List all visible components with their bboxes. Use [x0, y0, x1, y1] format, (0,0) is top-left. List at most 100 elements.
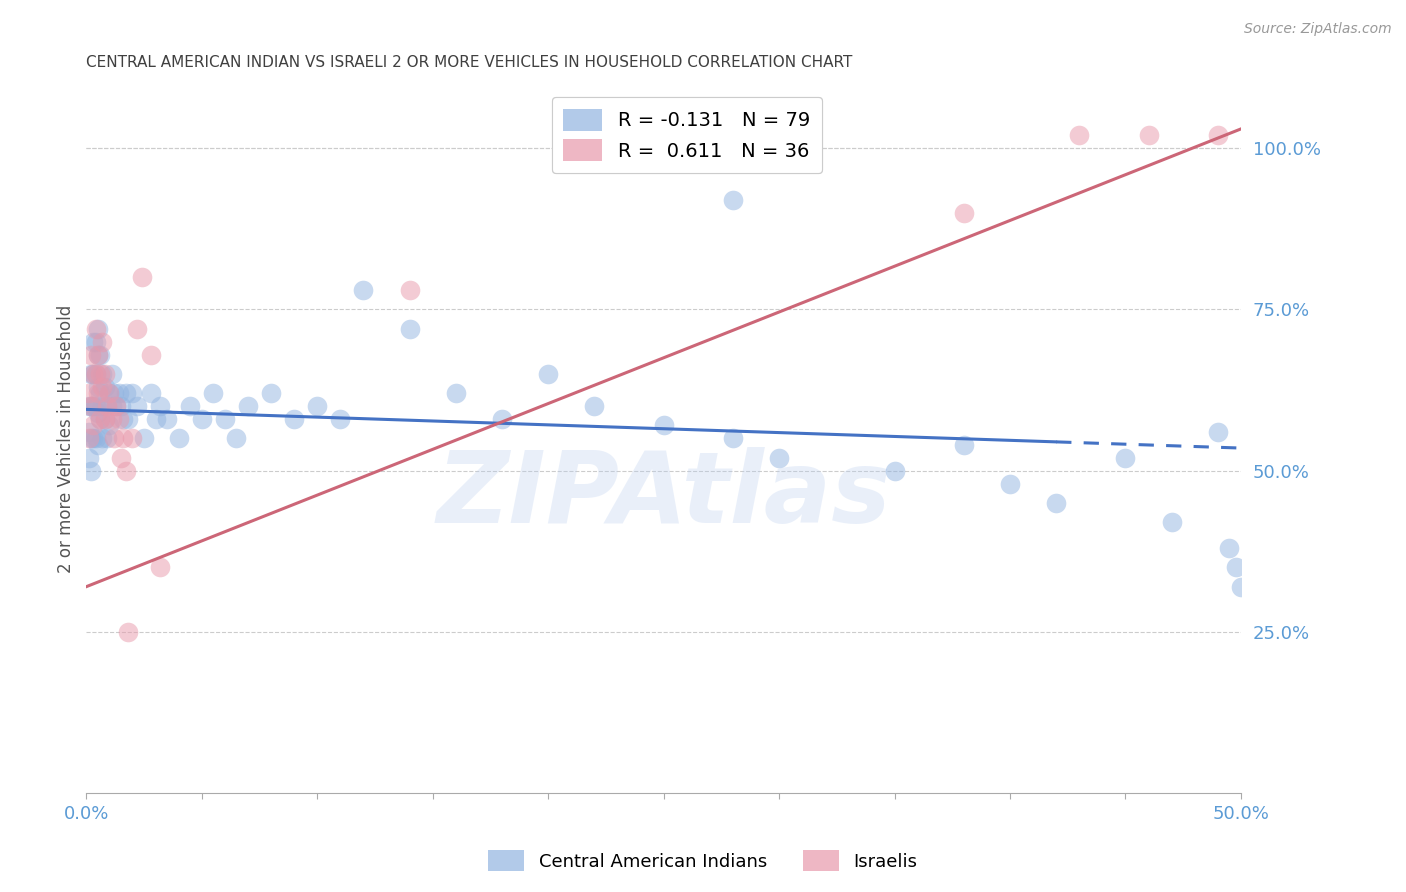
Point [105, 399, 128, 413]
Point [117, 624, 139, 639]
Point [491, 412, 513, 426]
Point [84, 334, 107, 349]
Point [952, 438, 974, 452]
Point [82, 431, 104, 445]
Point [98, 386, 121, 401]
Point [112, 431, 135, 445]
Point [1230, 580, 1253, 594]
Point [1045, 496, 1067, 510]
Point [121, 386, 143, 401]
Point [110, 450, 132, 465]
Point [84, 367, 107, 381]
Point [100, 412, 122, 426]
Point [132, 431, 155, 445]
Point [721, 431, 744, 445]
Point [87, 322, 110, 336]
Point [260, 386, 283, 401]
Point [77, 386, 100, 401]
Point [80, 431, 103, 445]
Point [149, 399, 172, 413]
Point [103, 431, 125, 445]
Point [89, 348, 111, 362]
Point [96, 399, 118, 413]
Point [127, 322, 149, 336]
Point [80, 367, 103, 381]
Point [352, 283, 374, 297]
Point [121, 431, 143, 445]
Point [80, 348, 103, 362]
Point [721, 193, 744, 207]
Point [94, 412, 117, 426]
Point [444, 386, 467, 401]
Point [82, 367, 104, 381]
Point [82, 334, 104, 349]
Point [80, 464, 103, 478]
Point [149, 560, 172, 574]
Point [77, 425, 100, 439]
Text: Source: ZipAtlas.com: Source: ZipAtlas.com [1244, 22, 1392, 37]
Point [77, 450, 100, 465]
Point [87, 348, 110, 362]
Point [202, 386, 225, 401]
Point [583, 399, 606, 413]
Point [96, 431, 118, 445]
Point [952, 206, 974, 220]
Point [1114, 450, 1136, 465]
Point [537, 367, 560, 381]
Point [1206, 425, 1229, 439]
Point [80, 399, 103, 413]
Point [1206, 128, 1229, 143]
Point [214, 412, 236, 426]
Point [883, 464, 905, 478]
Point [98, 418, 121, 433]
Point [139, 386, 162, 401]
Point [998, 476, 1021, 491]
Point [1069, 128, 1091, 143]
Text: CENTRAL AMERICAN INDIAN VS ISRAELI 2 OR MORE VEHICLES IN HOUSEHOLD CORRELATION C: CENTRAL AMERICAN INDIAN VS ISRAELI 2 OR … [86, 55, 852, 70]
Point [398, 283, 420, 297]
Point [145, 412, 167, 426]
Point [103, 386, 125, 401]
Point [652, 418, 675, 433]
Point [96, 399, 118, 413]
Point [89, 412, 111, 426]
Point [307, 399, 329, 413]
Point [110, 399, 132, 413]
Point [156, 412, 179, 426]
Legend: R = -0.131   N = 79, R =  0.611   N = 36: R = -0.131 N = 79, R = 0.611 N = 36 [551, 97, 821, 173]
Point [107, 412, 129, 426]
Point [105, 399, 128, 413]
Point [84, 431, 107, 445]
Point [329, 412, 352, 426]
Point [179, 399, 201, 413]
Point [131, 270, 153, 285]
Point [1137, 128, 1160, 143]
Point [84, 367, 107, 381]
Point [87, 438, 110, 452]
Point [94, 380, 117, 394]
Point [89, 412, 111, 426]
Point [114, 386, 136, 401]
Point [84, 322, 107, 336]
Point [225, 431, 247, 445]
Point [114, 464, 136, 478]
Point [398, 322, 420, 336]
Point [190, 412, 212, 426]
Point [91, 431, 114, 445]
Point [768, 450, 790, 465]
Point [283, 412, 305, 426]
Point [80, 399, 103, 413]
Point [139, 348, 162, 362]
Point [100, 399, 122, 413]
Point [87, 380, 110, 394]
Point [91, 380, 114, 394]
Point [82, 367, 104, 381]
Point [77, 431, 100, 445]
Legend: Central American Indians, Israelis: Central American Indians, Israelis [481, 843, 925, 879]
Point [94, 367, 117, 381]
Point [77, 399, 100, 413]
Point [89, 386, 111, 401]
Point [87, 386, 110, 401]
Point [91, 334, 114, 349]
Point [94, 412, 117, 426]
